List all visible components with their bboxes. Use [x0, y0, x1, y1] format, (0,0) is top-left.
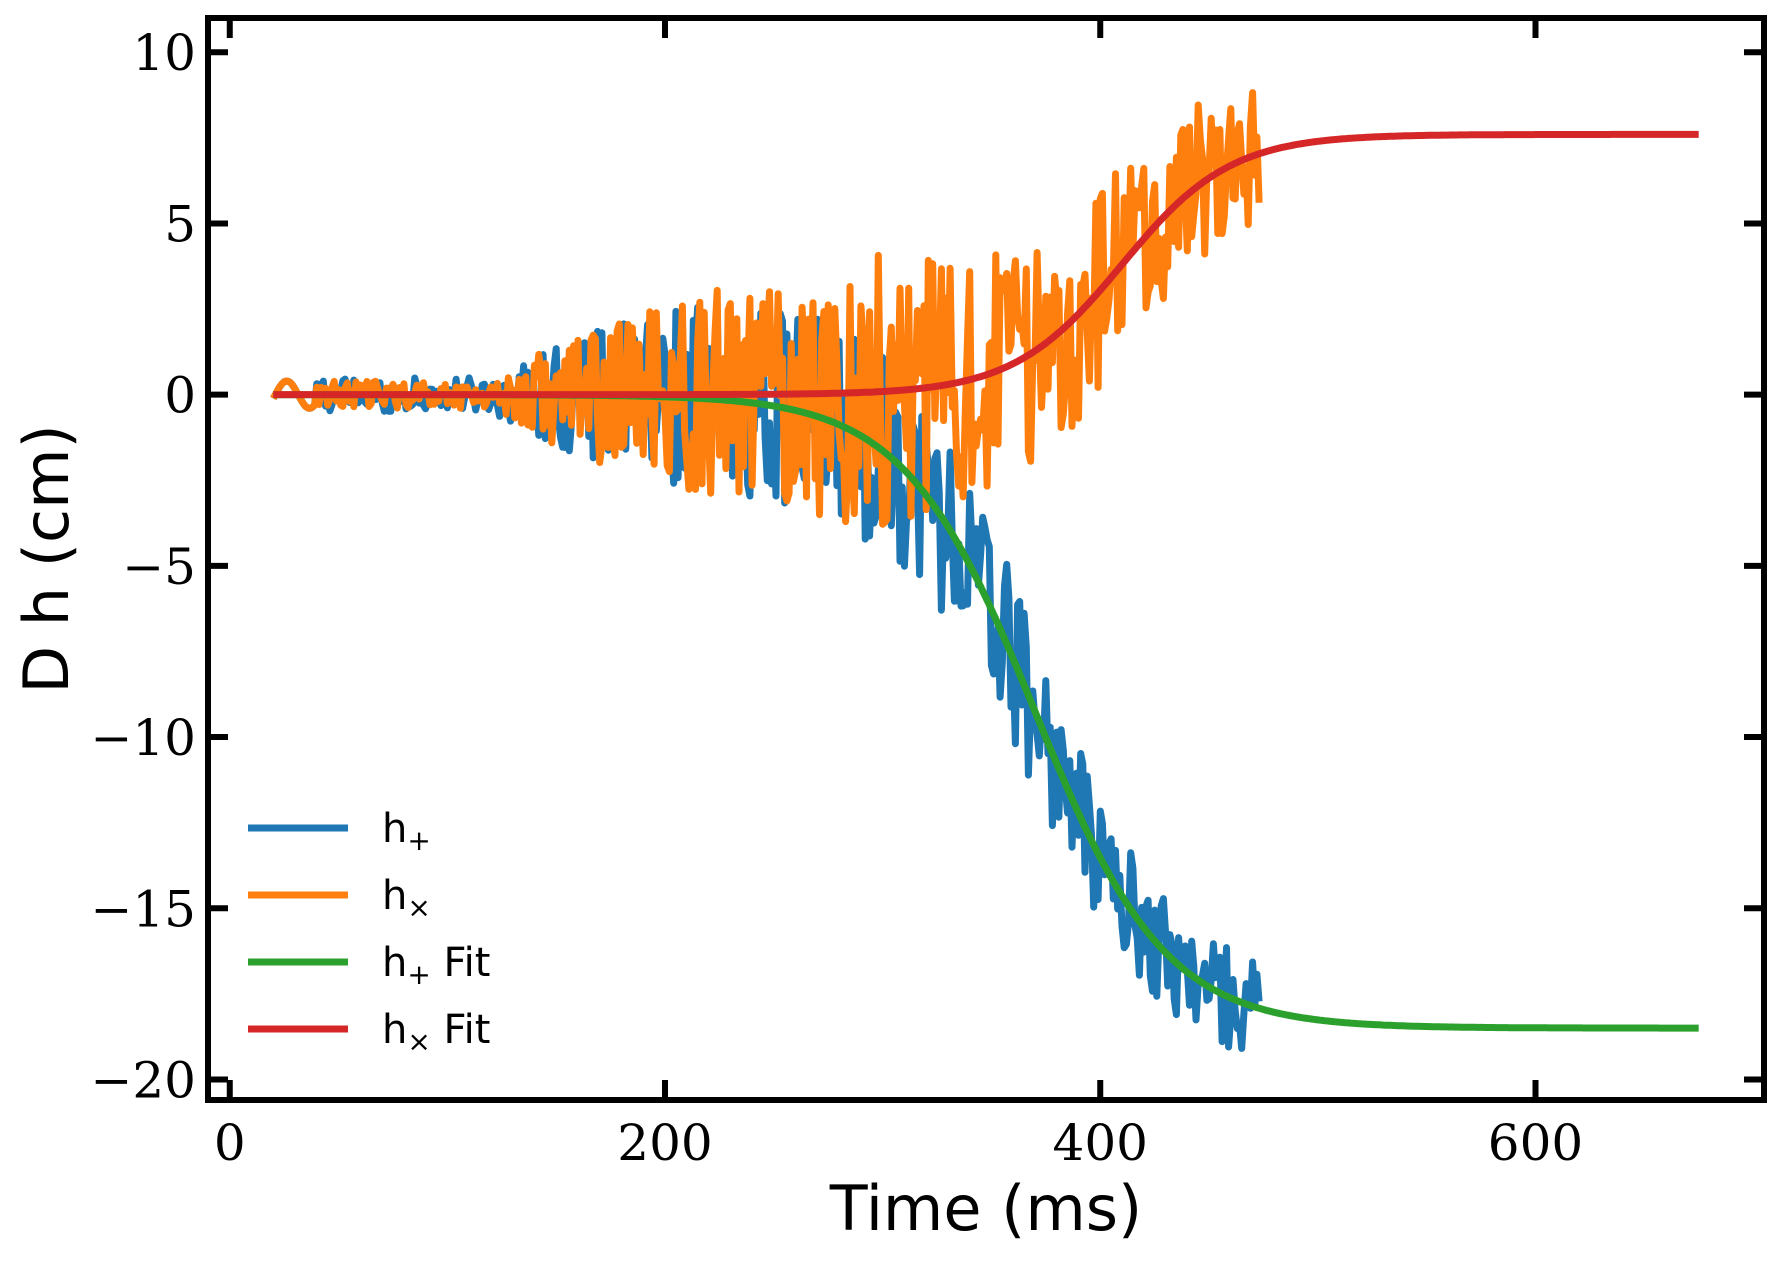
legend-label: h+ Fit — [382, 940, 490, 991]
y-tick-label: 10 — [132, 24, 196, 82]
legend-item: h+ Fit — [248, 940, 490, 991]
x-tick-label: 400 — [1053, 1114, 1148, 1172]
legend-item: h× — [248, 873, 431, 924]
legend-item: h+ — [248, 806, 431, 857]
legend-label: h× Fit — [382, 1007, 490, 1058]
x-tick-label: 0 — [214, 1114, 246, 1172]
y-tick-label: −20 — [90, 1051, 196, 1109]
legend-item: h× Fit — [248, 1007, 490, 1058]
series-line-4 — [272, 130, 1700, 399]
plot-area — [270, 89, 1700, 1052]
x-tick-label: 600 — [1488, 1114, 1583, 1172]
x-tick-label: 200 — [617, 1114, 712, 1172]
y-tick-label: 0 — [164, 367, 196, 425]
plot-frame — [205, 15, 1767, 1103]
legend: h+ h× h+ Fit h× Fit — [248, 806, 490, 1058]
legend-label: h× — [382, 873, 431, 924]
y-tick-label: −10 — [90, 709, 196, 767]
legend-label: h+ — [382, 806, 431, 857]
tick-labels: 0 200 400 600 −20 −15 −10 −5 0 5 10 — [90, 24, 1583, 1172]
y-tick-label: −5 — [122, 538, 196, 596]
y-tick-label: 5 — [164, 195, 196, 253]
series-line-2 — [270, 89, 1263, 528]
y-axis-label: D h (cm) — [10, 424, 83, 693]
y-tick-label: −15 — [90, 880, 196, 938]
x-axis-label: Time (ms) — [829, 1172, 1143, 1245]
axis-ticks — [208, 18, 1764, 1100]
